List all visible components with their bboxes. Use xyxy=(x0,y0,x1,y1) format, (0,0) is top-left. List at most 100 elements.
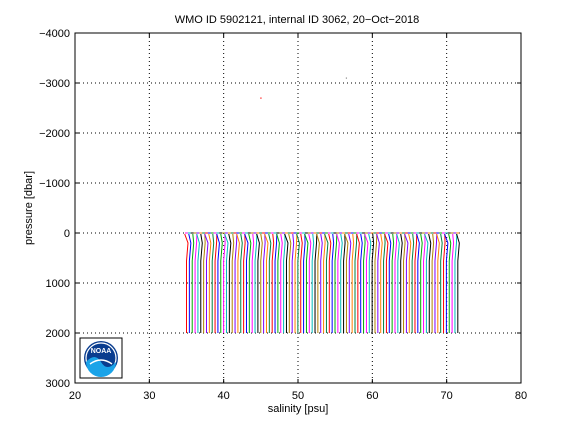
y-tick-label: −1000 xyxy=(39,178,70,190)
profile-line xyxy=(214,233,218,333)
profile-line xyxy=(304,233,309,333)
profile-line xyxy=(374,233,378,333)
y-tick-label: −4000 xyxy=(39,28,70,40)
profile-line xyxy=(291,233,295,333)
profile-line xyxy=(428,233,432,333)
profile-line xyxy=(340,233,343,333)
profile-line xyxy=(200,233,203,333)
chart-title: WMO ID 5902121, internal ID 3062, 20−Oct… xyxy=(175,14,420,26)
profile-line xyxy=(388,233,392,333)
profile-line xyxy=(316,233,320,333)
x-tick-label: 50 xyxy=(292,390,304,402)
profile-line xyxy=(423,233,426,333)
profile-line xyxy=(284,233,289,333)
profile-line xyxy=(283,233,286,333)
profile-line xyxy=(314,233,318,333)
outlier-point xyxy=(345,77,348,79)
profile-line xyxy=(343,233,346,333)
y-axis-label: pressure [dbar] xyxy=(23,171,35,245)
y-tick-label: 3000 xyxy=(46,378,70,390)
profile-line xyxy=(334,233,338,333)
profile-line xyxy=(294,233,298,333)
profile-line xyxy=(223,233,226,333)
x-tick-label: 20 xyxy=(69,390,81,402)
profile-line xyxy=(220,233,223,333)
profile-line xyxy=(403,233,406,333)
profile-line xyxy=(236,233,240,333)
y-tick-labels: −4000 −3000 −2000 −1000 0 1000 2000 3000 xyxy=(39,28,70,390)
profile-line xyxy=(296,233,300,333)
profile-line xyxy=(320,233,323,333)
axis-ticks xyxy=(74,32,522,384)
profile-line xyxy=(414,233,418,333)
x-tick-label: 40 xyxy=(218,390,230,402)
profile-line xyxy=(254,233,258,333)
profile-line xyxy=(323,233,326,333)
profile-line xyxy=(263,233,266,333)
profile-line xyxy=(188,233,192,333)
profile-line xyxy=(208,233,212,333)
profile-line xyxy=(383,233,386,333)
profile-line xyxy=(211,233,215,333)
profile-line xyxy=(436,233,440,333)
profile-line xyxy=(384,233,389,333)
y-tick-label: −3000 xyxy=(39,78,70,90)
profile-line xyxy=(184,233,189,333)
profile-line xyxy=(351,233,355,333)
profile-line xyxy=(303,233,306,333)
profile-line xyxy=(268,233,272,333)
profile-line xyxy=(196,233,200,333)
profile-line xyxy=(400,233,403,333)
profile-line xyxy=(324,233,329,333)
profile-line xyxy=(216,233,220,333)
profile-line xyxy=(344,233,349,333)
profile-line xyxy=(363,233,366,333)
x-tick-labels: 20 30 40 50 60 70 80 xyxy=(69,390,527,402)
profile-line xyxy=(348,233,352,333)
x-tick-label: 60 xyxy=(366,390,378,402)
profile-line xyxy=(224,233,229,333)
profile-line xyxy=(204,233,209,333)
profile-line xyxy=(251,233,255,333)
profile-line xyxy=(191,233,195,333)
profile-line xyxy=(431,233,435,333)
profile-line xyxy=(456,233,460,333)
profile-line xyxy=(248,233,252,333)
y-tick-label: 0 xyxy=(64,228,70,240)
profile-line xyxy=(194,233,198,333)
profile-line xyxy=(448,233,452,333)
y-tick-label: −2000 xyxy=(39,128,70,140)
profile-line xyxy=(408,233,412,333)
profile-line xyxy=(308,233,312,333)
profile-line xyxy=(274,233,278,333)
profile-line xyxy=(234,233,238,333)
profile-line xyxy=(376,233,380,333)
profile-line xyxy=(356,233,360,333)
profile-line xyxy=(420,233,423,333)
profile-line xyxy=(264,233,269,333)
profile-line xyxy=(243,233,246,333)
profile-line xyxy=(451,233,455,333)
profile-line xyxy=(256,233,260,333)
profile-line xyxy=(203,233,206,333)
profile-line xyxy=(443,233,446,333)
y-tick-label: 1000 xyxy=(46,278,70,290)
profile-line xyxy=(244,233,249,333)
profile-line xyxy=(260,233,263,333)
profile-line xyxy=(360,233,363,333)
profile-line xyxy=(228,233,232,333)
profile-line xyxy=(276,233,280,333)
y-tick-label: 2000 xyxy=(46,328,70,340)
profile-line xyxy=(411,233,415,333)
x-tick-label: 80 xyxy=(515,390,527,402)
profile-line xyxy=(454,233,458,333)
outlier-points xyxy=(260,77,348,99)
x-tick-label: 30 xyxy=(143,390,155,402)
profile-line xyxy=(404,233,409,333)
profile-line xyxy=(240,233,243,333)
profile-line xyxy=(271,233,275,333)
profile-line xyxy=(440,233,443,333)
profile-line xyxy=(231,233,235,333)
profile-line xyxy=(354,233,358,333)
